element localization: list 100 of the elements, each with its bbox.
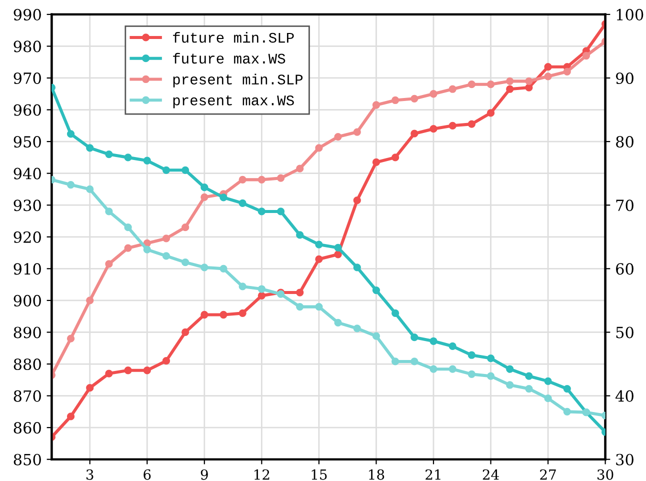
x-tick-label: 6	[144, 469, 151, 480]
point	[181, 328, 190, 336]
point	[238, 282, 246, 290]
x-tick-label: 15	[312, 469, 327, 480]
point	[486, 354, 495, 362]
y-tick-label: 900	[14, 294, 41, 306]
point	[486, 80, 495, 88]
point	[66, 334, 75, 342]
point	[391, 358, 400, 366]
point	[86, 296, 94, 304]
point	[220, 310, 228, 319]
point	[486, 109, 495, 117]
point	[430, 125, 438, 133]
point	[220, 194, 228, 202]
point	[506, 365, 514, 373]
y-tick-label: 960	[14, 104, 41, 116]
point	[372, 286, 380, 294]
point	[105, 150, 113, 158]
point	[258, 208, 266, 216]
y-tick-label: 890	[14, 326, 41, 338]
point	[410, 334, 418, 342]
y-tick-label: 970	[14, 72, 41, 84]
x-tick-label: 21	[426, 469, 440, 480]
point	[143, 246, 151, 254]
y2-tick-label: 80	[616, 136, 634, 148]
x-tick-label: 30	[598, 469, 614, 480]
point	[334, 244, 342, 252]
x-tick-label: 24	[482, 469, 499, 480]
point	[258, 176, 266, 184]
point	[391, 96, 400, 104]
point	[86, 384, 94, 392]
point	[372, 101, 380, 109]
point	[86, 144, 94, 152]
point	[468, 370, 476, 378]
y2-tick-label: 40	[615, 390, 634, 402]
point	[334, 250, 342, 258]
point	[181, 166, 190, 174]
point	[162, 252, 170, 260]
point	[238, 176, 246, 184]
point	[220, 264, 228, 272]
point	[105, 208, 113, 216]
point	[124, 154, 132, 162]
legend-label: present min.SLP	[173, 74, 303, 88]
point	[563, 408, 571, 416]
point	[430, 90, 438, 98]
point	[391, 154, 400, 162]
y2-tick-label: 60	[616, 263, 634, 275]
point	[430, 365, 438, 373]
y-tick-label: 950	[14, 136, 41, 148]
point	[544, 377, 552, 385]
point	[200, 183, 208, 192]
point	[448, 342, 456, 350]
y-tick-label: 940	[14, 168, 41, 180]
point	[353, 196, 361, 204]
point	[563, 384, 571, 393]
point	[410, 358, 418, 366]
point	[66, 412, 75, 420]
point	[468, 80, 476, 88]
point	[238, 309, 246, 317]
point	[563, 68, 571, 76]
y-tick-label: 990	[14, 8, 41, 20]
x-tick-label: 3	[86, 469, 94, 480]
point	[525, 372, 533, 380]
point	[296, 231, 304, 239]
point	[391, 309, 400, 317]
y2-tick-label: 70	[616, 200, 634, 212]
point	[315, 302, 323, 311]
y2-tick-label: 30	[616, 454, 634, 466]
point	[238, 199, 246, 208]
point	[124, 224, 132, 232]
point	[353, 324, 361, 332]
point	[315, 240, 323, 248]
point	[258, 285, 266, 293]
point	[258, 292, 266, 300]
point	[353, 264, 361, 272]
point	[525, 84, 533, 92]
point	[276, 208, 285, 216]
y2-tick-label: 90	[616, 72, 634, 84]
y-tick-label: 880	[14, 358, 41, 370]
point	[181, 224, 190, 232]
point	[86, 185, 94, 194]
point	[525, 384, 533, 393]
point	[334, 318, 342, 327]
point	[353, 128, 361, 136]
point	[162, 357, 170, 365]
point	[162, 234, 170, 242]
point	[544, 63, 552, 71]
point	[162, 166, 170, 174]
y-tick-label: 860	[14, 422, 41, 434]
point	[544, 394, 552, 402]
point	[486, 372, 495, 380]
point	[410, 94, 418, 102]
x-tick-label: 18	[369, 469, 384, 480]
y-tick-label: 980	[14, 40, 41, 52]
point	[124, 244, 132, 252]
point	[334, 132, 342, 141]
point	[544, 72, 552, 80]
point	[296, 288, 304, 296]
point	[143, 156, 151, 164]
point	[468, 120, 476, 128]
